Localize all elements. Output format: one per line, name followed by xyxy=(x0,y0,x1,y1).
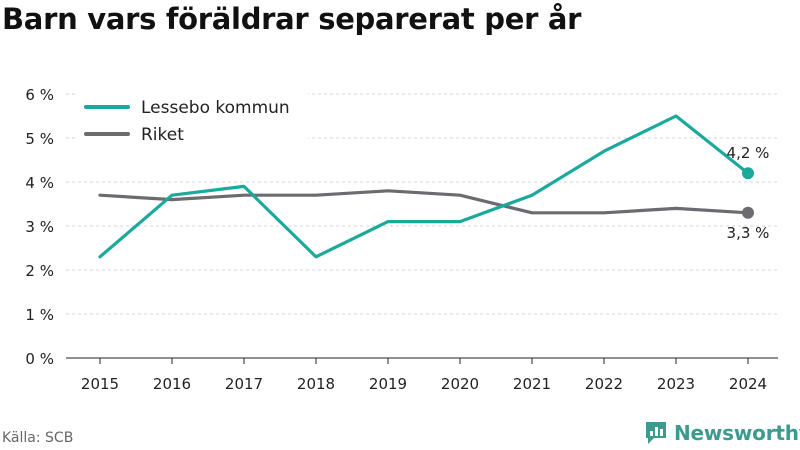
y-tick-label: 1 % xyxy=(25,306,54,324)
x-tick-label: 2017 xyxy=(225,375,263,393)
legend-background xyxy=(76,90,308,152)
y-tick-label: 3 % xyxy=(25,218,54,236)
x-tick-label: 2022 xyxy=(585,375,623,393)
legend-label-lessebo: Lessebo kommun xyxy=(141,98,290,118)
x-tick-label: 2019 xyxy=(369,375,407,393)
x-tick-label: 2016 xyxy=(153,375,191,393)
data-label-lessebo: 4,2 % xyxy=(727,144,770,162)
x-tick-label: 2018 xyxy=(297,375,335,393)
source-note: Källa: SCB xyxy=(2,430,74,446)
series-line-lessebo xyxy=(98,114,750,259)
x-tick-label: 2020 xyxy=(441,375,479,393)
chart-title: Barn vars föräldrar separerat per år xyxy=(2,2,582,36)
y-tick-label: 6 % xyxy=(25,86,54,104)
x-tick-label: 2024 xyxy=(729,375,767,393)
x-tick-label: 2021 xyxy=(513,375,551,393)
end-point-riket xyxy=(742,206,754,219)
y-tick-label: 4 % xyxy=(25,174,54,192)
end-point-lessebo xyxy=(742,167,754,180)
y-tick-label: 0 % xyxy=(25,350,54,368)
x-tick-label: 2023 xyxy=(657,375,695,393)
legend-label-riket: Riket xyxy=(141,125,184,145)
brand-name: Newsworthy xyxy=(674,421,800,445)
x-tick-label: 2015 xyxy=(81,375,119,393)
data-label-riket: 3,3 % xyxy=(727,224,770,242)
y-tick-label: 5 % xyxy=(25,130,54,148)
newsworthy-logo-icon xyxy=(646,422,666,444)
y-tick-label: 2 % xyxy=(25,262,54,280)
brand-logo: Newsworthy xyxy=(644,420,800,446)
series-line-riket xyxy=(98,189,750,215)
